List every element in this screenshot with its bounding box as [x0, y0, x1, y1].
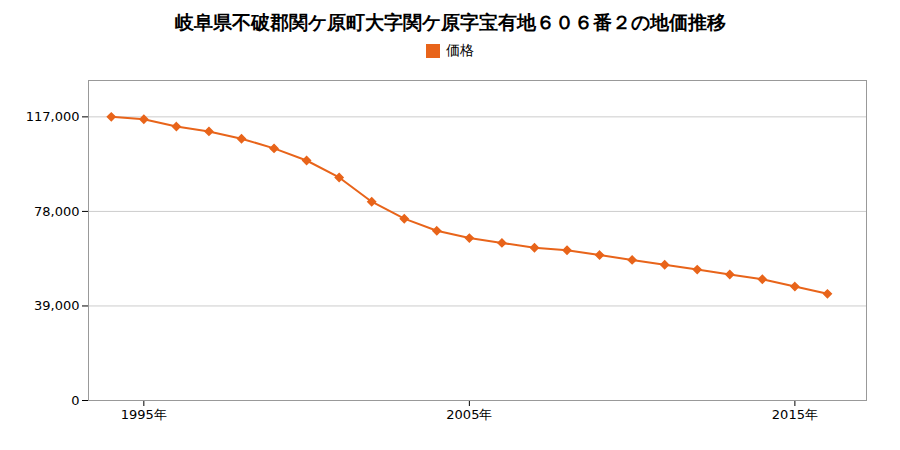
svg-text:78,000: 78,000: [34, 204, 80, 219]
svg-text:117,000: 117,000: [26, 109, 80, 124]
svg-text:0: 0: [71, 393, 79, 408]
svg-text:39,000: 39,000: [34, 298, 80, 313]
svg-text:2015年: 2015年: [772, 407, 818, 422]
html-text:岐阜県不破郡関ケ原町大字関ケ原字宝有地６０６番２の地価推移: 岐阜県不破郡関ケ原町大字関ケ原字宝有地６０６番２の地価推移: [174, 11, 726, 33]
svg-text:2005年: 2005年: [446, 407, 492, 422]
svg-text:1995年: 1995年: [121, 407, 167, 422]
html-text:価格: 価格: [446, 42, 474, 58]
